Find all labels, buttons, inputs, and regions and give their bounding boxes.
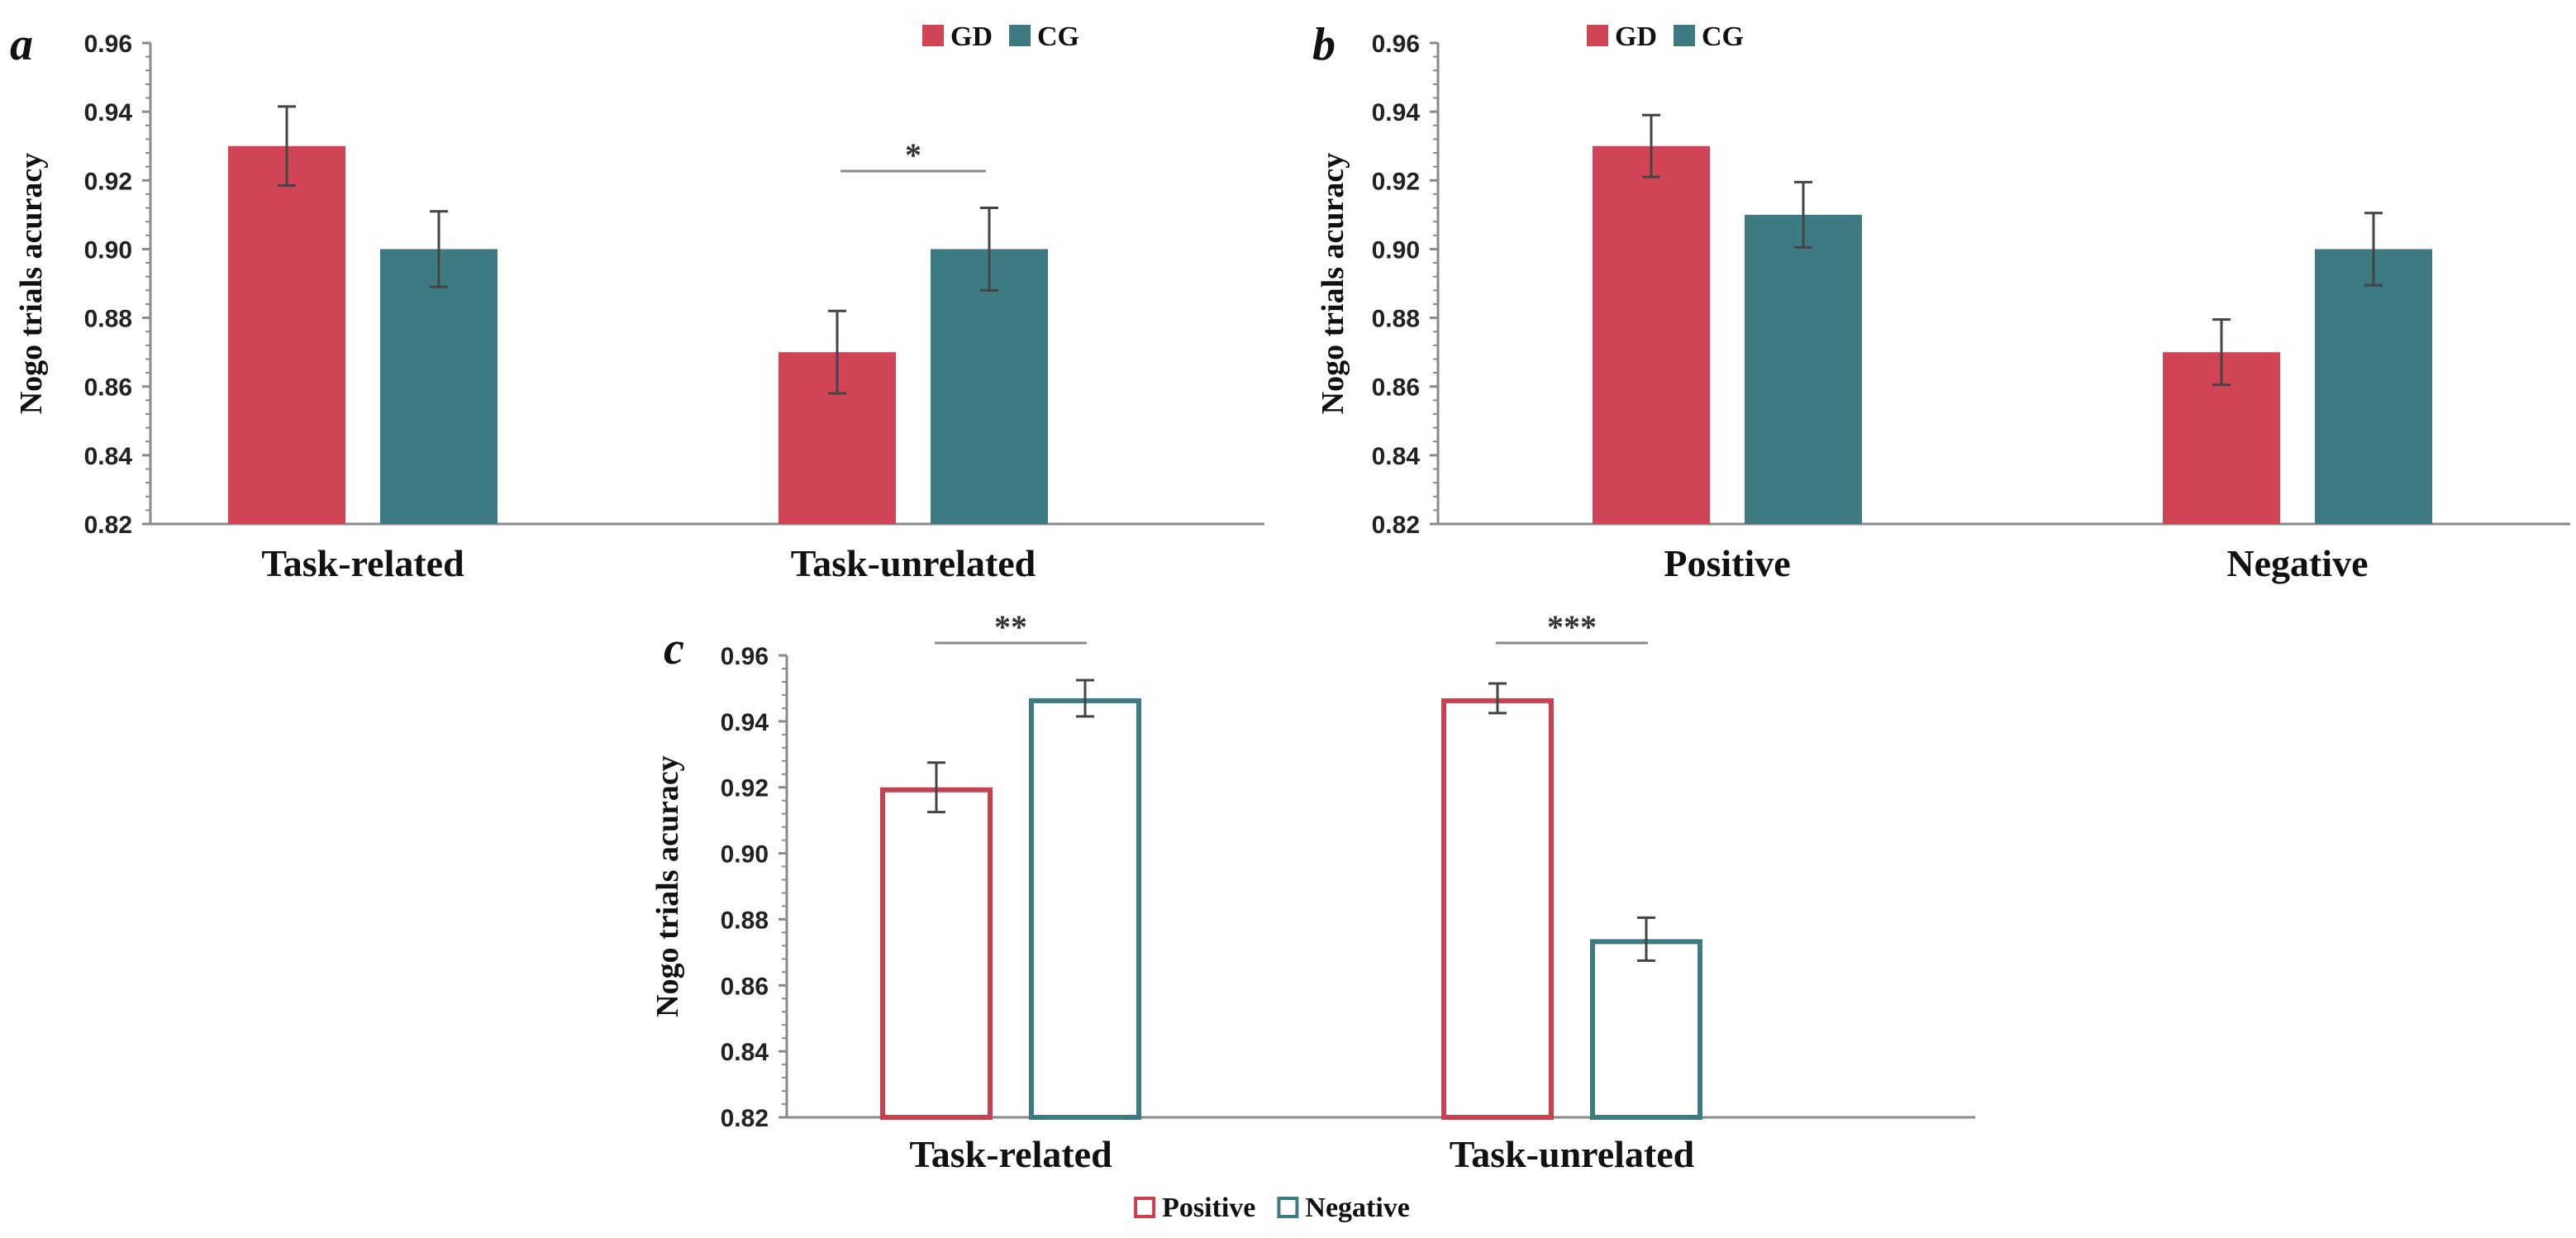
y-tick-label: 0.92 (1372, 168, 1420, 195)
y-tick-label: 0.96 (721, 643, 769, 670)
bar-Negative (1029, 698, 1141, 1121)
x-category-label: Task-related (261, 542, 464, 584)
y-tick-label: 0.84 (721, 1039, 769, 1066)
legend-label: Negative (1305, 1193, 1410, 1223)
legend-swatch (1277, 1197, 1299, 1218)
legend-label: CG (1037, 21, 1079, 52)
y-tick-label: 0.92 (721, 775, 769, 802)
error-bar (2364, 212, 2383, 287)
panel-letter: c (664, 623, 684, 674)
y-tick-label: 0.90 (84, 236, 132, 264)
error-bar (1794, 180, 1812, 249)
error-bar (2212, 318, 2231, 387)
legend-swatch (922, 25, 944, 46)
y-tick-label: 0.86 (84, 374, 132, 402)
y-axis-label: Nogo trials acuracy (650, 755, 685, 1017)
x-category-label: Negative (2226, 542, 2368, 584)
chart-panel-b: b Nogo trials acuracy 0.82 0.84 0.86 0.88 0.90… (1312, 19, 2570, 584)
error-bar (430, 210, 448, 288)
bar-CG (380, 249, 498, 524)
bar-Positive (1441, 698, 1554, 1121)
y-tick-label: 0.86 (1372, 374, 1420, 402)
y-tick-label: 0.96 (84, 31, 132, 58)
bar-CG (2315, 249, 2432, 524)
y-tick-label: 0.92 (84, 168, 132, 195)
significance-label: * (905, 136, 921, 174)
x-category-label: Positive (1664, 542, 1790, 584)
legend-swatch (1674, 25, 1695, 46)
legend-label: GD (950, 21, 993, 52)
bar-GD (1593, 145, 1710, 524)
legend: GD CG (922, 21, 1079, 52)
error-bar (1642, 113, 1660, 179)
y-tick-label: 0.94 (1372, 99, 1421, 126)
x-category-label: Task-unrelated (1450, 1133, 1695, 1175)
bar-Positive (880, 787, 993, 1120)
y-tick-label: 0.84 (84, 443, 133, 470)
y-tick-label: 0.90 (721, 841, 769, 869)
bar-GD (228, 145, 345, 524)
y-tick-label: 0.88 (721, 907, 769, 934)
x-category-label: Task-unrelated (791, 542, 1036, 584)
y-tick-label: 0.82 (721, 1105, 769, 1132)
y-tick-label: 0.86 (721, 973, 769, 1000)
panel-letter: b (1312, 19, 1336, 70)
legend-swatch (1009, 25, 1031, 46)
legend-label: GD (1615, 21, 1657, 52)
y-tick-label: 0.94 (721, 709, 769, 736)
bar-CG (1745, 214, 1862, 524)
error-bar (1076, 679, 1094, 718)
significance-label: ** (994, 608, 1027, 645)
y-axis-label: Nogo trials acuracy (1316, 153, 1350, 415)
legend: Positive Negative (1134, 1193, 1410, 1223)
legend-swatch (1587, 25, 1608, 46)
error-bar (927, 761, 945, 814)
panel-letter: a (10, 19, 33, 70)
y-tick-label: 0.88 (1372, 306, 1420, 333)
y-axis-label: Nogo trials acuracy (14, 153, 49, 415)
significance-label: *** (1547, 608, 1597, 645)
y-tick-label: 0.90 (1372, 236, 1420, 264)
y-tick-label: 0.88 (84, 306, 132, 333)
legend-label: Positive (1162, 1193, 1255, 1223)
y-tick-label: 0.94 (84, 99, 133, 126)
error-bar (828, 309, 846, 395)
legend-label: CG (1702, 21, 1744, 52)
error-bar (278, 105, 296, 188)
bar-CG (931, 249, 1048, 524)
error-bar (1637, 916, 1655, 962)
error-bar (980, 207, 998, 292)
bar-Negative (1590, 939, 1702, 1121)
y-tick-label: 0.84 (1372, 443, 1421, 470)
legend-swatch (1134, 1197, 1156, 1218)
error-bar (1488, 682, 1507, 715)
y-tick-label: 0.82 (1372, 512, 1420, 539)
chart-panel-a: a Nogo trials acuracy 0.82 0.84 0.86 0.88 0.90… (10, 19, 1264, 584)
chart-panel-c: c Nogo trials acuracy 0.82 0.84 0.86 0.88 0.90… (650, 608, 1975, 1223)
legend: GD CG (1587, 21, 1744, 52)
x-category-label: Task-related (909, 1133, 1112, 1175)
y-tick-label: 0.96 (1372, 31, 1420, 58)
y-tick-label: 0.82 (84, 512, 132, 539)
